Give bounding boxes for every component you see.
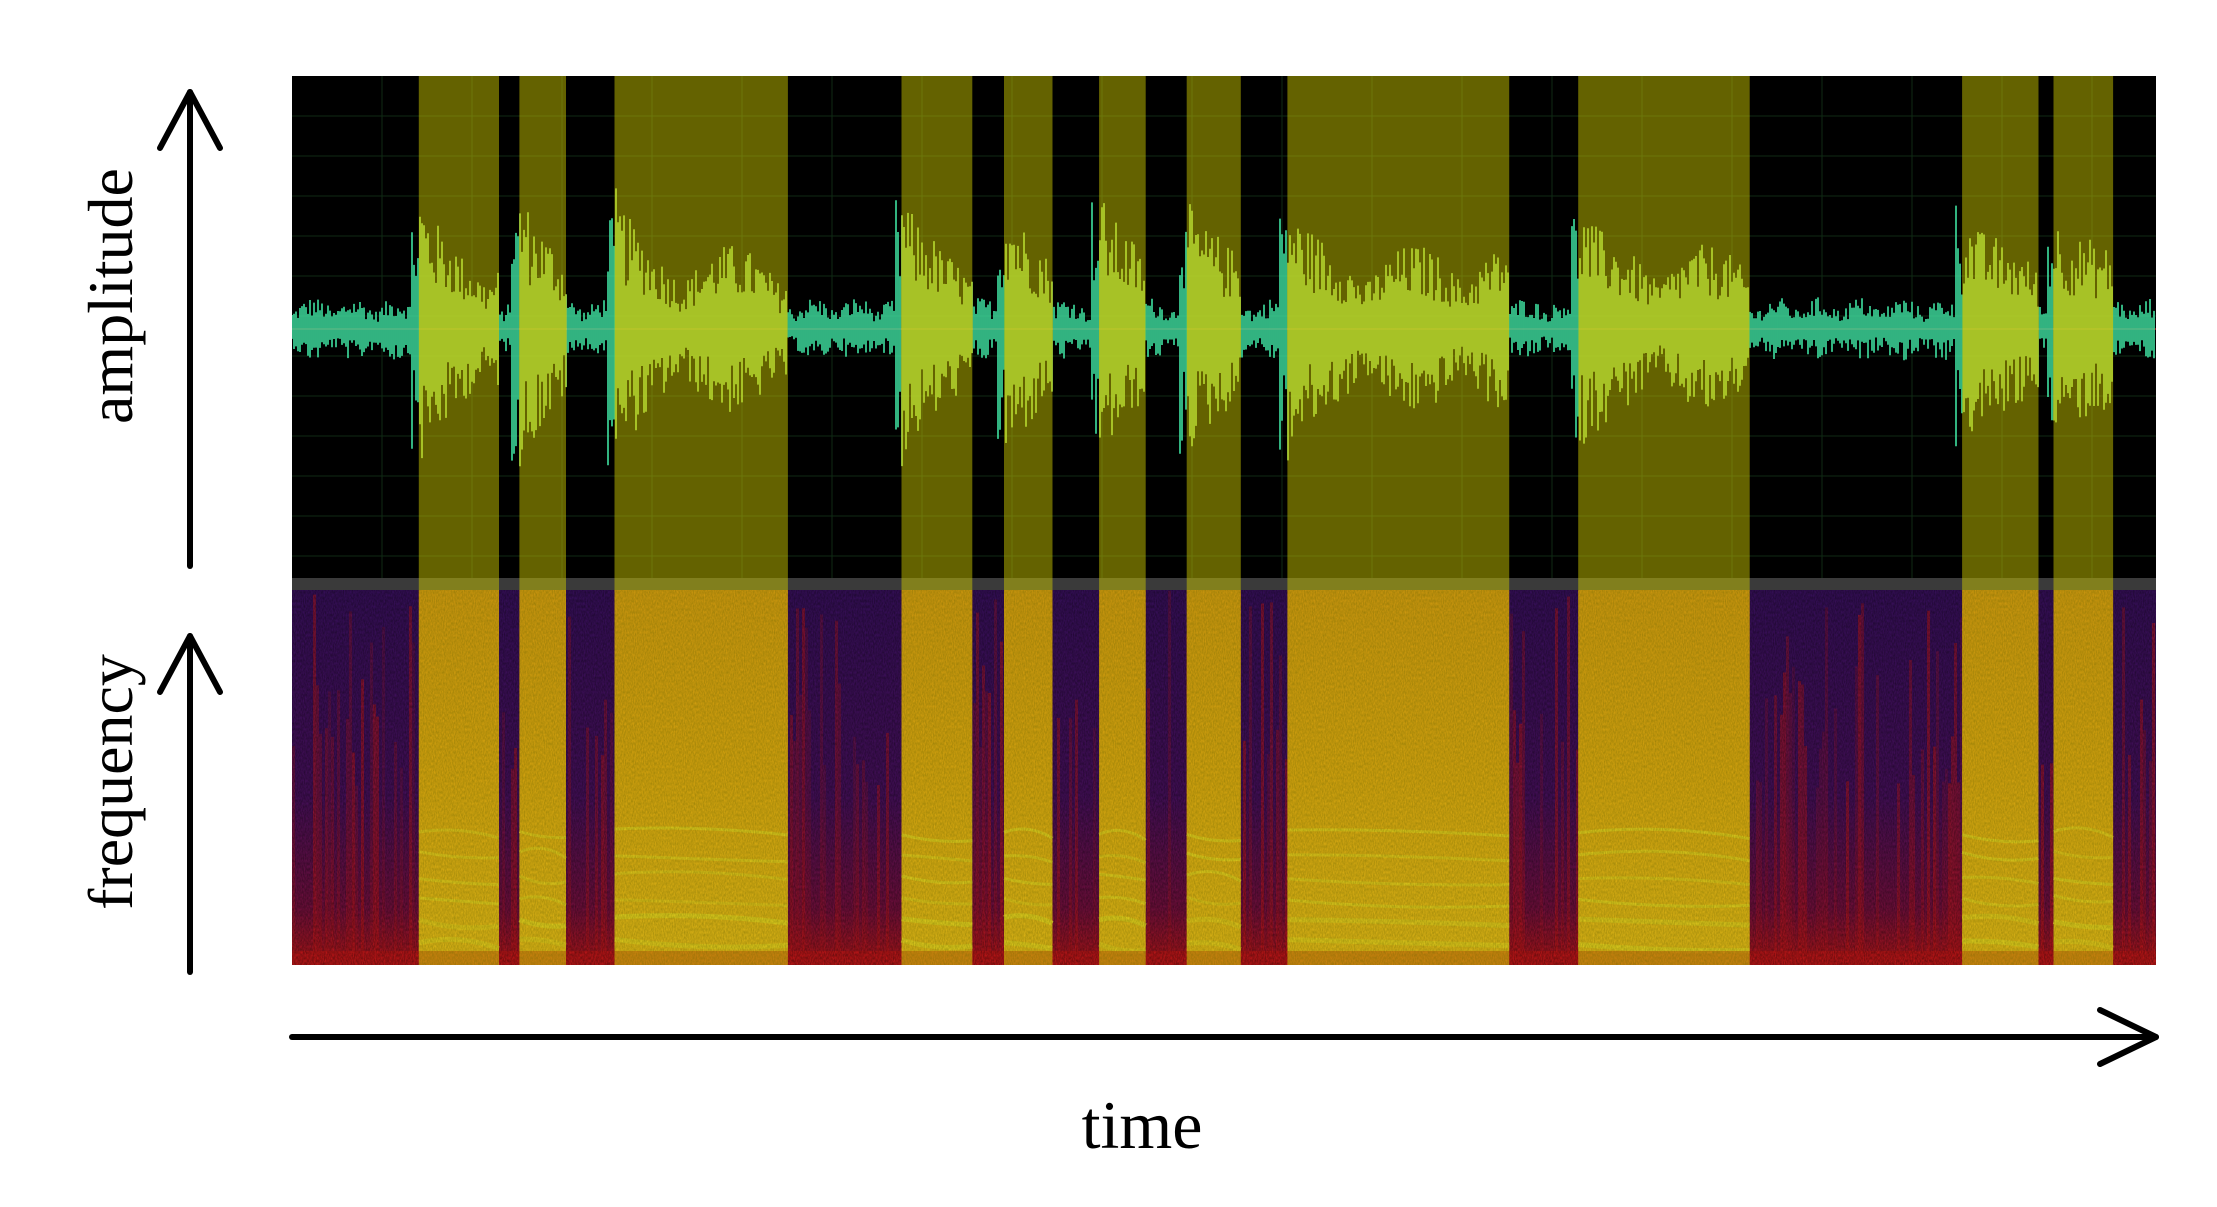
amplitude-label: amplitude: [75, 168, 146, 424]
voiced-highlight-band: [418, 76, 499, 965]
frequency-arrow: [157, 633, 223, 975]
frequency-label: frequency: [75, 654, 146, 910]
waveform-unvoiced: [292, 200, 2155, 466]
time-arrow: [289, 1007, 2159, 1067]
time-label: time: [1082, 1087, 1203, 1163]
voiced-highlight-band: [1578, 76, 1750, 965]
voiced-highlight-band: [1004, 76, 1053, 965]
voiced-highlight-band: [1962, 76, 2039, 965]
voiced-highlight-band: [2053, 76, 2114, 965]
voiced-highlight-band: [1099, 76, 1146, 965]
voiced-highlight-band: [1186, 76, 1241, 965]
voiced-highlight-band: [1287, 76, 1510, 965]
voiced-highlight-band: [901, 76, 973, 965]
voiced-highlights: [418, 76, 2114, 965]
voiced-highlight-band: [519, 76, 566, 965]
voiced-highlight-band: [614, 76, 788, 965]
amplitude-arrow: [157, 89, 223, 569]
